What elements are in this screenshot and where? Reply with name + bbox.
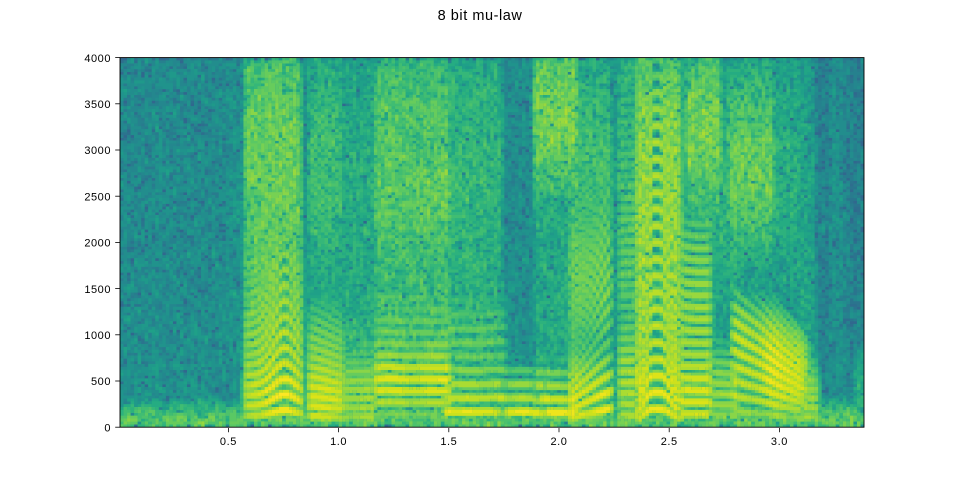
svg-text:2.0: 2.0 — [551, 436, 568, 448]
svg-text:2500: 2500 — [84, 191, 111, 203]
svg-text:8 bit mu-law: 8 bit mu-law — [438, 8, 523, 24]
svg-text:500: 500 — [91, 376, 111, 388]
svg-text:2000: 2000 — [84, 238, 111, 250]
svg-text:0.5: 0.5 — [220, 436, 237, 448]
svg-text:0: 0 — [104, 422, 111, 434]
svg-text:1.5: 1.5 — [440, 436, 457, 448]
svg-text:3000: 3000 — [84, 145, 111, 157]
svg-text:4000: 4000 — [84, 53, 111, 65]
svg-text:3500: 3500 — [84, 99, 111, 111]
svg-text:1.0: 1.0 — [330, 436, 347, 448]
svg-text:2.5: 2.5 — [661, 436, 678, 448]
svg-text:1000: 1000 — [84, 330, 111, 342]
svg-text:1500: 1500 — [84, 284, 111, 296]
svg-text:3.0: 3.0 — [771, 436, 788, 448]
